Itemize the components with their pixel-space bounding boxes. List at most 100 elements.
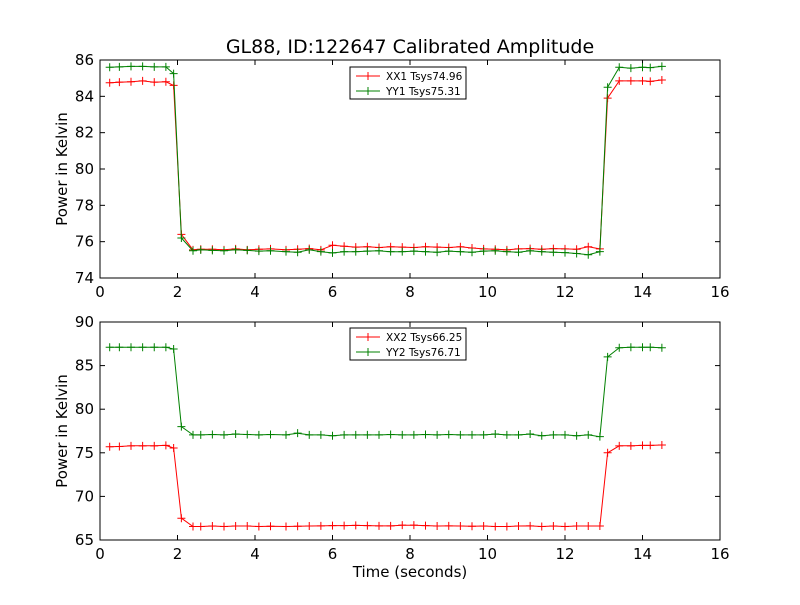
data-point bbox=[398, 430, 407, 439]
data-point bbox=[626, 343, 635, 352]
data-point bbox=[208, 522, 217, 531]
x-tick-label: 0 bbox=[95, 283, 105, 301]
data-point bbox=[537, 431, 546, 440]
data-point bbox=[328, 431, 337, 440]
data-point bbox=[514, 248, 523, 257]
data-point bbox=[351, 521, 360, 530]
y-tick-label: 82 bbox=[75, 124, 94, 142]
data-point bbox=[150, 441, 159, 450]
data-point bbox=[456, 522, 465, 531]
data-point bbox=[646, 77, 655, 86]
x-tick-label: 10 bbox=[478, 545, 497, 563]
data-point bbox=[584, 430, 593, 439]
legend-marker bbox=[364, 333, 372, 341]
data-point bbox=[491, 522, 500, 531]
data-point bbox=[208, 430, 217, 439]
data-point bbox=[626, 441, 635, 450]
data-point bbox=[169, 444, 178, 453]
x-tick-label: 14 bbox=[633, 283, 652, 301]
data-point bbox=[657, 75, 666, 84]
data-point bbox=[328, 241, 337, 250]
data-point bbox=[549, 522, 558, 531]
data-point bbox=[444, 430, 453, 439]
data-point bbox=[363, 430, 372, 439]
data-point bbox=[305, 522, 314, 531]
data-point bbox=[138, 76, 147, 85]
data-point bbox=[161, 77, 170, 86]
panel-2: 0 2 4 6 8 10 12 14 16 65 70 75 80 85 90 Power in Kelvin… bbox=[53, 313, 730, 581]
data-point bbox=[584, 242, 593, 251]
x-tick-label: 14 bbox=[633, 545, 652, 563]
data-point bbox=[615, 63, 624, 72]
data-point bbox=[138, 441, 147, 450]
data-point bbox=[433, 522, 442, 531]
data-point bbox=[363, 521, 372, 530]
y-tick-label: 80 bbox=[75, 160, 94, 178]
data-point bbox=[479, 522, 488, 531]
data-point bbox=[468, 248, 476, 257]
data-point bbox=[305, 430, 314, 439]
data-point bbox=[626, 76, 635, 85]
x-axis-label: Time (seconds) bbox=[352, 563, 468, 581]
data-point bbox=[243, 430, 252, 439]
data-point bbox=[254, 247, 263, 256]
data-point bbox=[375, 521, 383, 530]
data-point bbox=[561, 248, 569, 257]
y-axis-label: Power in Kelvin bbox=[53, 374, 71, 488]
data-point bbox=[479, 430, 488, 439]
data-point bbox=[177, 234, 186, 243]
x-tick-label: 8 bbox=[405, 545, 415, 563]
data-point bbox=[561, 430, 569, 439]
data-point bbox=[615, 343, 624, 352]
panel-1: 0 2 4 6 8 10 12 14 16 74 76 78 80 82 84 86 Power in Kelv… bbox=[53, 51, 730, 301]
data-point bbox=[561, 522, 569, 531]
data-point bbox=[398, 247, 407, 256]
data-point bbox=[127, 77, 135, 86]
data-point bbox=[638, 343, 647, 352]
data-point bbox=[638, 441, 647, 450]
legend-label: YY1 Tsys75.31 bbox=[385, 86, 461, 98]
data-point bbox=[595, 247, 604, 256]
legend-marker bbox=[364, 72, 372, 80]
data-point bbox=[282, 522, 290, 531]
data-point bbox=[328, 248, 337, 257]
data-point bbox=[514, 430, 523, 439]
data-point bbox=[177, 422, 186, 431]
legend-label: XX1 Tsys74.96 bbox=[386, 71, 463, 83]
chart-title: GL88, ID:122647 Calibrated Amplitude bbox=[226, 36, 594, 58]
data-point bbox=[603, 83, 612, 92]
y-tick-label: 86 bbox=[75, 51, 94, 69]
y-tick-label: 90 bbox=[75, 313, 94, 331]
x-tick-label: 10 bbox=[478, 283, 497, 301]
y-tick-label: 65 bbox=[75, 531, 94, 549]
data-point bbox=[243, 246, 252, 255]
data-point bbox=[105, 442, 114, 451]
x-tick-label: 16 bbox=[710, 545, 729, 563]
data-point bbox=[549, 430, 558, 439]
data-point bbox=[421, 430, 430, 439]
data-point bbox=[231, 522, 240, 531]
data-point bbox=[421, 247, 430, 256]
data-point bbox=[526, 430, 535, 439]
data-point bbox=[316, 430, 325, 439]
data-point bbox=[363, 247, 372, 256]
data-point bbox=[526, 521, 535, 530]
data-point bbox=[293, 522, 302, 531]
data-point bbox=[161, 62, 170, 71]
legend: XX1 Tsys74.96 YY1 Tsys75.31 bbox=[349, 66, 467, 100]
data-point bbox=[502, 430, 511, 439]
x-tick-label: 6 bbox=[328, 545, 338, 563]
data-point bbox=[646, 343, 655, 352]
x-tick-label: 4 bbox=[250, 283, 260, 301]
legend-box bbox=[349, 327, 467, 361]
data-point bbox=[105, 343, 114, 352]
legend-label: XX2 Tsys66.25 bbox=[386, 332, 462, 344]
data-point bbox=[502, 522, 511, 531]
data-point bbox=[293, 429, 302, 438]
data-point bbox=[161, 343, 170, 352]
data-point bbox=[491, 246, 500, 255]
y-tick-label: 76 bbox=[75, 233, 94, 251]
data-point bbox=[196, 430, 205, 439]
data-point bbox=[468, 522, 476, 531]
